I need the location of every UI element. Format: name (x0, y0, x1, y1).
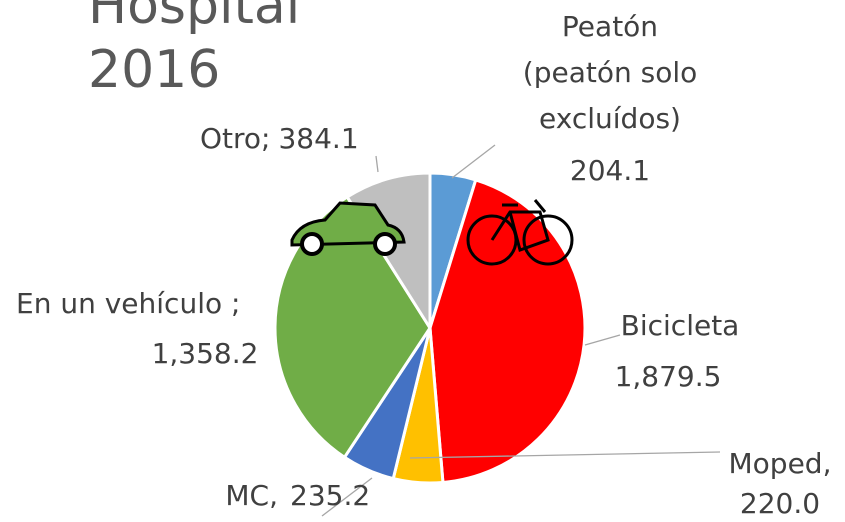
category-label: Otro; (200, 122, 270, 155)
car-icon (290, 201, 406, 256)
data-label: 235.2 (290, 479, 370, 512)
category-label: En un vehículo ; (16, 287, 240, 320)
bicycle-icon (466, 199, 574, 266)
leader-lines (321, 144, 721, 517)
chart-title: Hospital 2016 (88, 0, 301, 100)
category-label: Bicicleta (621, 309, 740, 342)
pie-slice (428, 178, 587, 485)
leader-line (375, 155, 379, 173)
leader-line (451, 144, 496, 179)
data-label: 384.1 (278, 122, 358, 155)
category-label: Moped, (729, 447, 832, 480)
leader-line (321, 477, 373, 517)
category-label: Peatón (peatón solo excluídos) (522, 10, 698, 135)
leader-line (584, 334, 621, 346)
data-label: 1,879.5 (615, 360, 722, 393)
leader-line (409, 451, 721, 459)
data-label: 220.0 (740, 487, 820, 520)
category-label: MC, (225, 479, 278, 512)
data-label: 1,358.2 (152, 337, 259, 370)
data-label: 204.1 (570, 154, 650, 187)
